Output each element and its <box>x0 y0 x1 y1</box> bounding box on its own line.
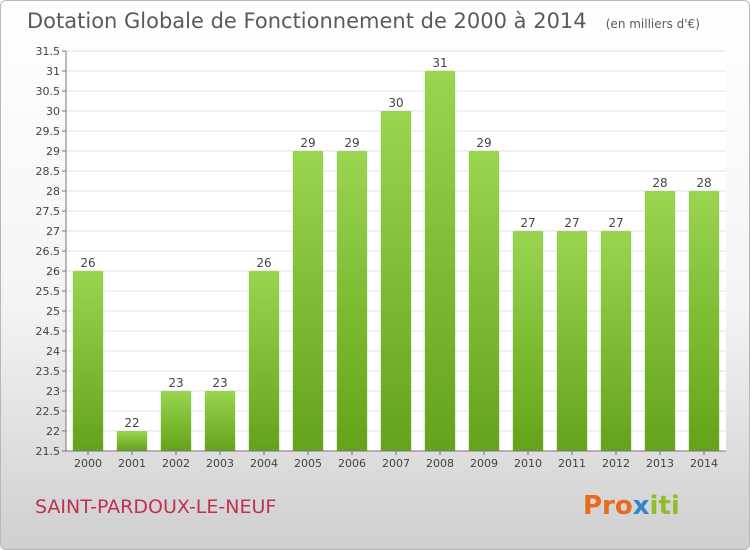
y-tick-label: 21.5 <box>36 445 61 458</box>
x-tick-label: 2008 <box>426 457 454 470</box>
bar <box>160 391 192 451</box>
bar <box>512 231 544 451</box>
y-tick-label: 28.5 <box>36 165 61 178</box>
bar <box>248 271 280 451</box>
y-tick-label: 30.5 <box>36 85 61 98</box>
y-tick-label: 27.5 <box>36 205 61 218</box>
bar <box>116 431 148 451</box>
title-row: Dotation Globale de Fonctionnement de 20… <box>27 9 700 33</box>
x-tick-label: 2004 <box>250 457 278 470</box>
y-tick-label: 29 <box>46 145 60 158</box>
chart-unit: (en milliers d'€) <box>605 17 700 31</box>
data-label: 27 <box>564 216 579 230</box>
data-label: 27 <box>608 216 623 230</box>
data-label: 23 <box>212 376 227 390</box>
data-label: 29 <box>476 136 491 150</box>
x-tick-label: 2009 <box>470 457 498 470</box>
x-tick-label: 2006 <box>338 457 366 470</box>
x-tick-label: 2002 <box>162 457 190 470</box>
x-tick-label: 2003 <box>206 457 234 470</box>
y-tick-label: 25.5 <box>36 285 61 298</box>
data-label: 30 <box>388 96 403 110</box>
bar <box>336 151 368 451</box>
bar <box>600 231 632 451</box>
x-tick-label: 2005 <box>294 457 322 470</box>
y-tick-label: 26 <box>46 265 60 278</box>
y-axis: 21.5 22 22.5 23 23.5 24 24.5 25 25.5 26 26.5 27 27.5… <box>36 45 67 458</box>
data-label: 26 <box>256 256 271 270</box>
bar <box>468 151 500 451</box>
data-label: 28 <box>696 176 711 190</box>
bar <box>72 271 104 451</box>
y-tick-label: 31.5 <box>36 45 61 58</box>
data-label: 26 <box>80 256 95 270</box>
x-tick-label: 2013 <box>646 457 674 470</box>
bars <box>72 71 720 451</box>
y-tick-label: 24.5 <box>36 325 61 338</box>
y-tick-label: 29.5 <box>36 125 61 138</box>
commune-name: SAINT-PARDOUX-LE-NEUF <box>35 496 277 518</box>
y-tick-label: 22 <box>46 425 60 438</box>
y-tick-label: 23.5 <box>36 365 61 378</box>
y-tick-label: 22.5 <box>36 405 61 418</box>
bar <box>688 191 720 451</box>
value-labels: 26 22 23 23 26 29 29 30 31 29 27 27 27 28 28 <box>80 56 711 430</box>
data-label: 27 <box>520 216 535 230</box>
x-tick-label: 2001 <box>118 457 146 470</box>
y-tick-label: 27 <box>46 225 60 238</box>
data-label: 28 <box>652 176 667 190</box>
x-axis: 2000 2001 2002 2003 2004 2005 2006 2007 2008 2009… <box>66 450 726 470</box>
x-tick-label: 2012 <box>602 457 630 470</box>
x-tick-label: 2010 <box>514 457 542 470</box>
data-label: 22 <box>124 416 139 430</box>
proxiti-logo: Proxiti <box>583 491 680 521</box>
chart-title: Dotation Globale de Fonctionnement de 20… <box>27 9 587 33</box>
data-label: 31 <box>432 56 447 70</box>
data-label: 29 <box>344 136 359 150</box>
y-tick-label: 26.5 <box>36 245 61 258</box>
y-tick-label: 31 <box>46 65 60 78</box>
bar <box>644 191 676 451</box>
bar <box>292 151 324 451</box>
logo-part-iti: iti <box>649 491 680 521</box>
data-label: 29 <box>300 136 315 150</box>
x-tick-label: 2011 <box>558 457 586 470</box>
bar <box>380 111 412 451</box>
y-tick-label: 28 <box>46 185 60 198</box>
logo-part-pro: Pro <box>583 491 633 521</box>
y-tick-label: 30 <box>46 105 60 118</box>
bar <box>424 71 456 451</box>
x-tick-label: 2014 <box>690 457 718 470</box>
x-tick-label: 2007 <box>382 457 410 470</box>
y-tick-label: 23 <box>46 385 60 398</box>
logo-part-x: x <box>632 491 650 521</box>
y-tick-label: 25 <box>46 305 60 318</box>
bar <box>556 231 588 451</box>
bar <box>204 391 236 451</box>
y-tick-label: 24 <box>46 345 60 358</box>
data-label: 23 <box>168 376 183 390</box>
x-tick-label: 2000 <box>74 457 102 470</box>
